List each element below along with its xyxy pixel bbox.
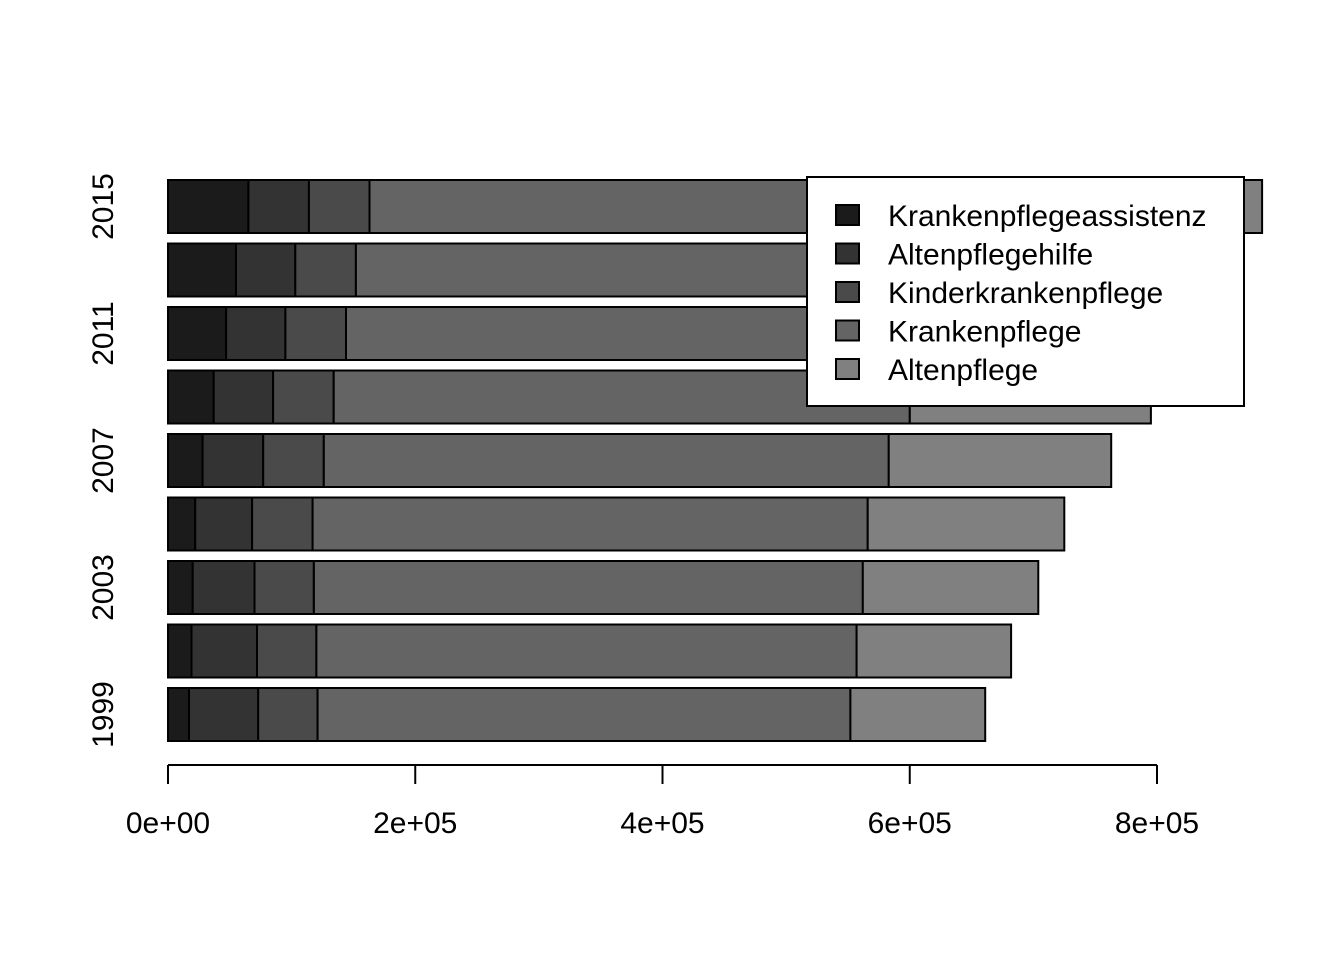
bar-1999-series-2 <box>257 687 319 742</box>
legend-label: Krankenpflege <box>888 316 1081 349</box>
bar-2007-series-1 <box>201 433 265 488</box>
bar-2003-series-1 <box>191 560 256 615</box>
bar-2007-series-3 <box>322 433 890 488</box>
bar-2007-series-4 <box>887 433 1113 488</box>
bar-2015-series-1 <box>247 179 310 234</box>
y-tick-label: 2015 <box>87 173 120 240</box>
x-tick-label: 6e+05 <box>868 807 952 840</box>
y-tick-label: 2007 <box>87 427 120 494</box>
bar-2003-series-0 <box>167 560 194 615</box>
bar-2011-series-2 <box>284 306 347 361</box>
legend-swatch <box>835 281 860 303</box>
legend: Krankenpflegeassistenz Altenpflegehilfe Ki… <box>806 176 1245 407</box>
x-tick-label: 8e+05 <box>1115 807 1199 840</box>
bar-1999-series-0 <box>167 687 190 742</box>
bar-2001-series-4 <box>855 623 1013 679</box>
bar-2013-series-0 <box>167 242 237 298</box>
legend-swatch <box>835 319 860 342</box>
bar-2013-series-1 <box>235 242 297 298</box>
legend-label: Altenpflege <box>888 354 1038 387</box>
bar-2009-series-2 <box>272 369 335 425</box>
x-tick-label: 2e+05 <box>373 807 457 840</box>
legend-label: Kinderkrankenpflege <box>888 277 1163 310</box>
bar-2003-series-2 <box>253 560 315 615</box>
bar-2011-series-1 <box>225 306 287 361</box>
legend-swatch <box>835 358 860 380</box>
legend-box <box>806 176 1245 407</box>
x-axis: 0e+00 2e+05 4e+05 6e+05 8e+05 <box>126 764 1199 840</box>
y-tick-label: 2003 <box>87 554 120 621</box>
legend-label: Altenpflegehilfe <box>888 239 1093 272</box>
legend-swatch <box>835 242 860 265</box>
bar-2001-series-1 <box>190 623 258 679</box>
x-tick-label: 0e+00 <box>126 807 210 840</box>
bar-2001-series-0 <box>167 623 193 679</box>
legend-swatch <box>835 204 860 226</box>
bar-2001-series-3 <box>315 623 858 679</box>
x-tick-label: 4e+05 <box>620 807 704 840</box>
bar-2005-series-0 <box>167 496 197 552</box>
bar-1999-series-3 <box>316 687 852 742</box>
bar-1999-series-1 <box>188 687 260 742</box>
bar-2013-series-2 <box>294 242 357 298</box>
y-tick-label: 1999 <box>87 681 120 748</box>
bar-1999-series-4 <box>849 687 987 742</box>
bar-2005-series-4 <box>866 496 1066 552</box>
bar-2007-series-2 <box>262 433 325 488</box>
bar-2005-series-3 <box>311 496 869 552</box>
bar-2009-series-0 <box>167 369 215 425</box>
bar-2001-series-2 <box>256 623 318 679</box>
bar-2009-series-1 <box>212 369 274 425</box>
legend-label: Krankenpflegeassistenz <box>888 200 1207 233</box>
bar-2005-series-1 <box>194 496 254 552</box>
y-axis: 1999 2003 2007 2011 2015 <box>87 173 120 748</box>
y-tick-label: 2011 <box>87 301 120 366</box>
bar-2003-series-4 <box>861 560 1040 615</box>
bar-2007-series-0 <box>167 433 204 488</box>
bar-2005-series-2 <box>251 496 314 552</box>
bar-2015-series-0 <box>167 179 250 234</box>
bar-2011-series-0 <box>167 306 228 361</box>
bar-2015-series-2 <box>307 179 371 234</box>
bar-2003-series-3 <box>312 560 864 615</box>
